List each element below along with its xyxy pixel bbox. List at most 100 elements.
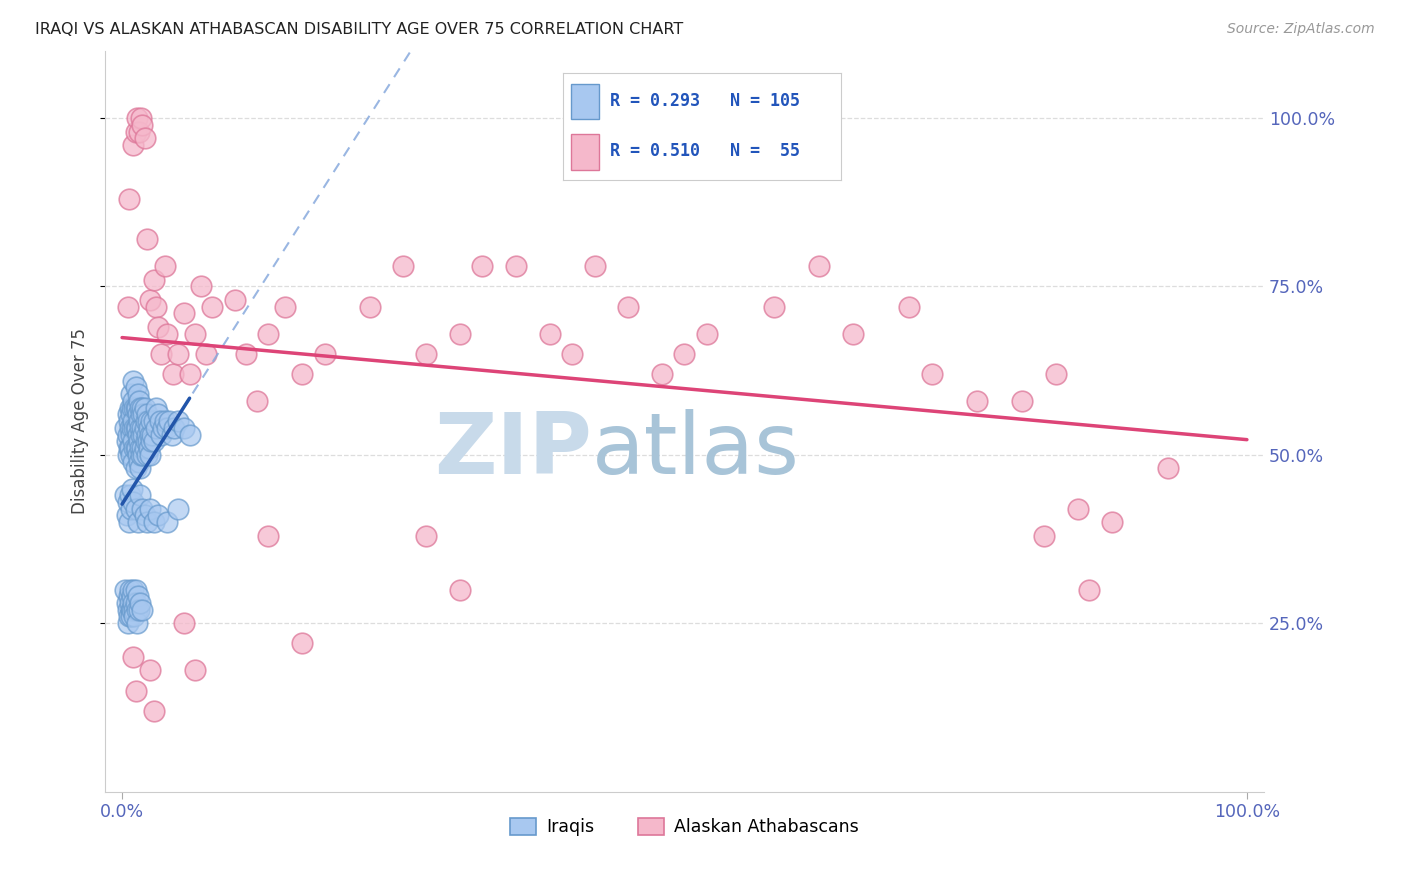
Point bbox=[128, 434, 150, 449]
Point bbox=[808, 259, 831, 273]
Point bbox=[190, 279, 212, 293]
Text: Source: ZipAtlas.com: Source: ZipAtlas.com bbox=[1227, 22, 1375, 37]
Point bbox=[118, 515, 141, 529]
Point bbox=[898, 300, 921, 314]
Point bbox=[115, 596, 138, 610]
Point bbox=[122, 393, 145, 408]
Point bbox=[274, 300, 297, 314]
Point bbox=[156, 421, 179, 435]
Point bbox=[127, 589, 149, 603]
Point bbox=[696, 326, 718, 341]
Point bbox=[1011, 393, 1033, 408]
Text: ZIP: ZIP bbox=[434, 409, 592, 492]
Point bbox=[135, 434, 157, 449]
Point bbox=[124, 441, 146, 455]
Point bbox=[179, 427, 201, 442]
Point bbox=[124, 582, 146, 597]
Point bbox=[124, 421, 146, 435]
Point bbox=[138, 441, 160, 455]
Point bbox=[471, 259, 494, 273]
Point bbox=[114, 488, 136, 502]
Point bbox=[291, 367, 314, 381]
Point bbox=[146, 508, 169, 523]
Point bbox=[173, 306, 195, 320]
Point bbox=[179, 367, 201, 381]
Point bbox=[842, 326, 865, 341]
Point bbox=[124, 401, 146, 415]
Point bbox=[257, 529, 280, 543]
Point bbox=[121, 421, 143, 435]
Point bbox=[118, 582, 141, 597]
Point bbox=[1078, 582, 1101, 597]
Point bbox=[139, 427, 162, 442]
Point bbox=[167, 414, 190, 428]
Point bbox=[235, 347, 257, 361]
Point bbox=[122, 495, 145, 509]
Point bbox=[139, 293, 162, 307]
Point bbox=[142, 434, 165, 449]
Point bbox=[122, 454, 145, 468]
Point bbox=[415, 347, 437, 361]
Text: atlas: atlas bbox=[592, 409, 800, 492]
Point bbox=[127, 448, 149, 462]
Point bbox=[139, 448, 162, 462]
Point bbox=[129, 111, 152, 125]
Point bbox=[120, 501, 142, 516]
Point bbox=[124, 683, 146, 698]
Point bbox=[128, 414, 150, 428]
Point bbox=[173, 421, 195, 435]
Point bbox=[118, 596, 141, 610]
Point bbox=[120, 427, 142, 442]
Point bbox=[201, 300, 224, 314]
Point bbox=[617, 300, 640, 314]
Point bbox=[139, 501, 162, 516]
Point bbox=[124, 401, 146, 415]
Point bbox=[135, 408, 157, 422]
Point bbox=[121, 589, 143, 603]
Point bbox=[160, 427, 183, 442]
Point bbox=[921, 367, 943, 381]
Point bbox=[120, 603, 142, 617]
Point bbox=[139, 664, 162, 678]
Point bbox=[145, 421, 167, 435]
Point bbox=[129, 401, 152, 415]
Point bbox=[134, 508, 156, 523]
Point bbox=[125, 441, 148, 455]
Point bbox=[127, 427, 149, 442]
Point bbox=[117, 300, 139, 314]
Point bbox=[122, 414, 145, 428]
Point bbox=[118, 401, 141, 415]
Point bbox=[122, 138, 145, 153]
Point bbox=[122, 582, 145, 597]
Point bbox=[125, 111, 148, 125]
Point bbox=[118, 488, 141, 502]
Point bbox=[538, 326, 561, 341]
Point bbox=[117, 427, 139, 442]
Point bbox=[134, 421, 156, 435]
Point bbox=[162, 367, 184, 381]
Point bbox=[117, 616, 139, 631]
Point bbox=[128, 124, 150, 138]
Point bbox=[120, 408, 142, 422]
Y-axis label: Disability Age Over 75: Disability Age Over 75 bbox=[72, 328, 89, 514]
Point bbox=[124, 596, 146, 610]
Point bbox=[128, 603, 150, 617]
Point bbox=[117, 495, 139, 509]
Point bbox=[136, 434, 159, 449]
Point bbox=[129, 441, 152, 455]
Point bbox=[1101, 515, 1123, 529]
Point bbox=[132, 408, 155, 422]
Point bbox=[121, 401, 143, 415]
Point bbox=[156, 515, 179, 529]
Point bbox=[561, 347, 583, 361]
Point bbox=[118, 414, 141, 428]
Point bbox=[131, 603, 153, 617]
Point bbox=[156, 326, 179, 341]
Point bbox=[125, 616, 148, 631]
Point bbox=[129, 596, 152, 610]
Point bbox=[129, 461, 152, 475]
Point bbox=[152, 421, 174, 435]
Point bbox=[128, 454, 150, 468]
Point bbox=[129, 421, 152, 435]
Point bbox=[145, 300, 167, 314]
